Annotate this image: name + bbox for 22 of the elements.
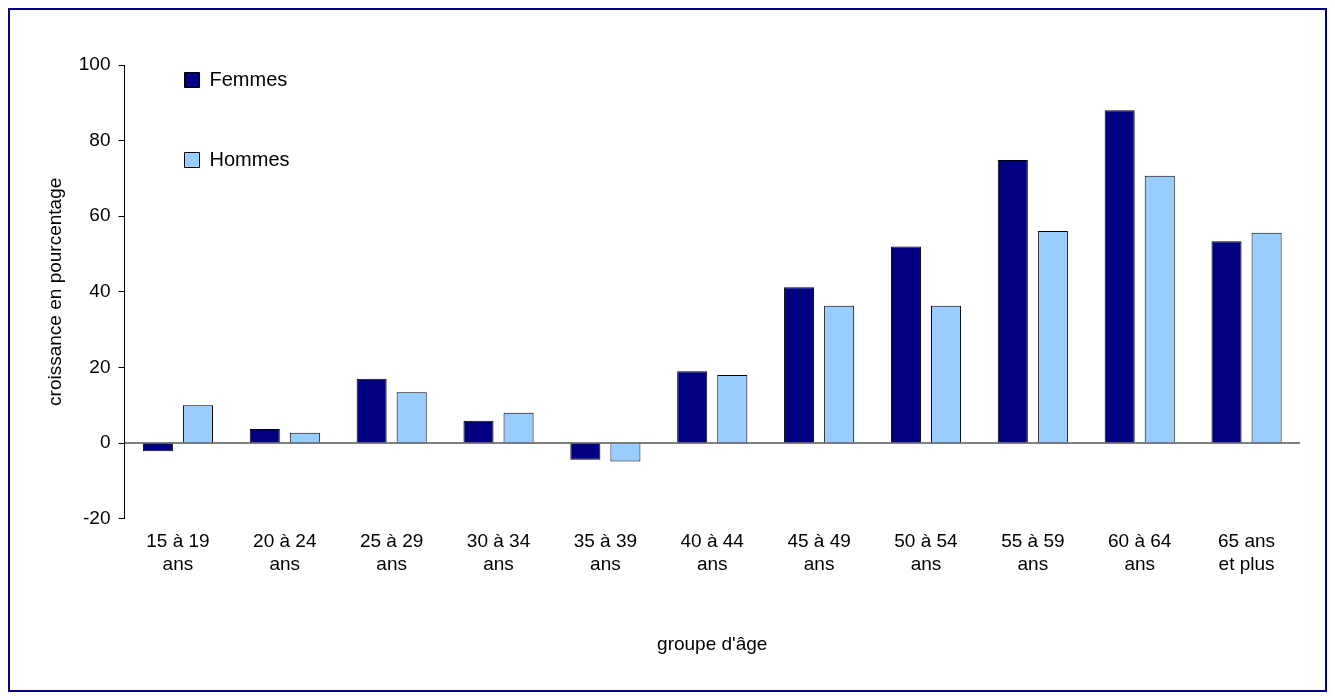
x-tick-label: 65 ans et plus [1218,530,1276,575]
x-tick-label: 20 à 24 ans [253,530,317,575]
x-tick-label: 30 à 34 ans [466,530,531,575]
x-tick-label: 50 à 54 ans [894,530,959,575]
x-tick-label: 40 à 44 ans [680,530,745,575]
legend-label: Femmes [209,67,288,90]
y-tick-label: 0 [99,431,111,453]
y-tick-label: 20 [89,355,111,377]
legend-label: Hommes [209,147,290,170]
y-tick-label: 80 [89,128,111,150]
y-tick-label: 60 [89,204,111,226]
x-tick-label: 45 à 49 ans [787,530,851,575]
x-tick-label: 15 à 19 ans [146,530,210,575]
x-tick-label: 60 à 64 ans [1108,530,1172,575]
x-axis-title: groupe d'âge [657,632,768,654]
x-tick-label: 25 à 29 ans [359,530,424,575]
x-tick-label: 35 à 39 ans [573,530,638,575]
y-tick-label: -20 [83,506,111,528]
x-tick-label: 55 à 59 ans [1001,530,1065,575]
y-tick-label: 100 [78,53,111,75]
y-axis-title: croissance en pourcentage [43,177,65,406]
y-tick-label: 40 [89,280,111,302]
